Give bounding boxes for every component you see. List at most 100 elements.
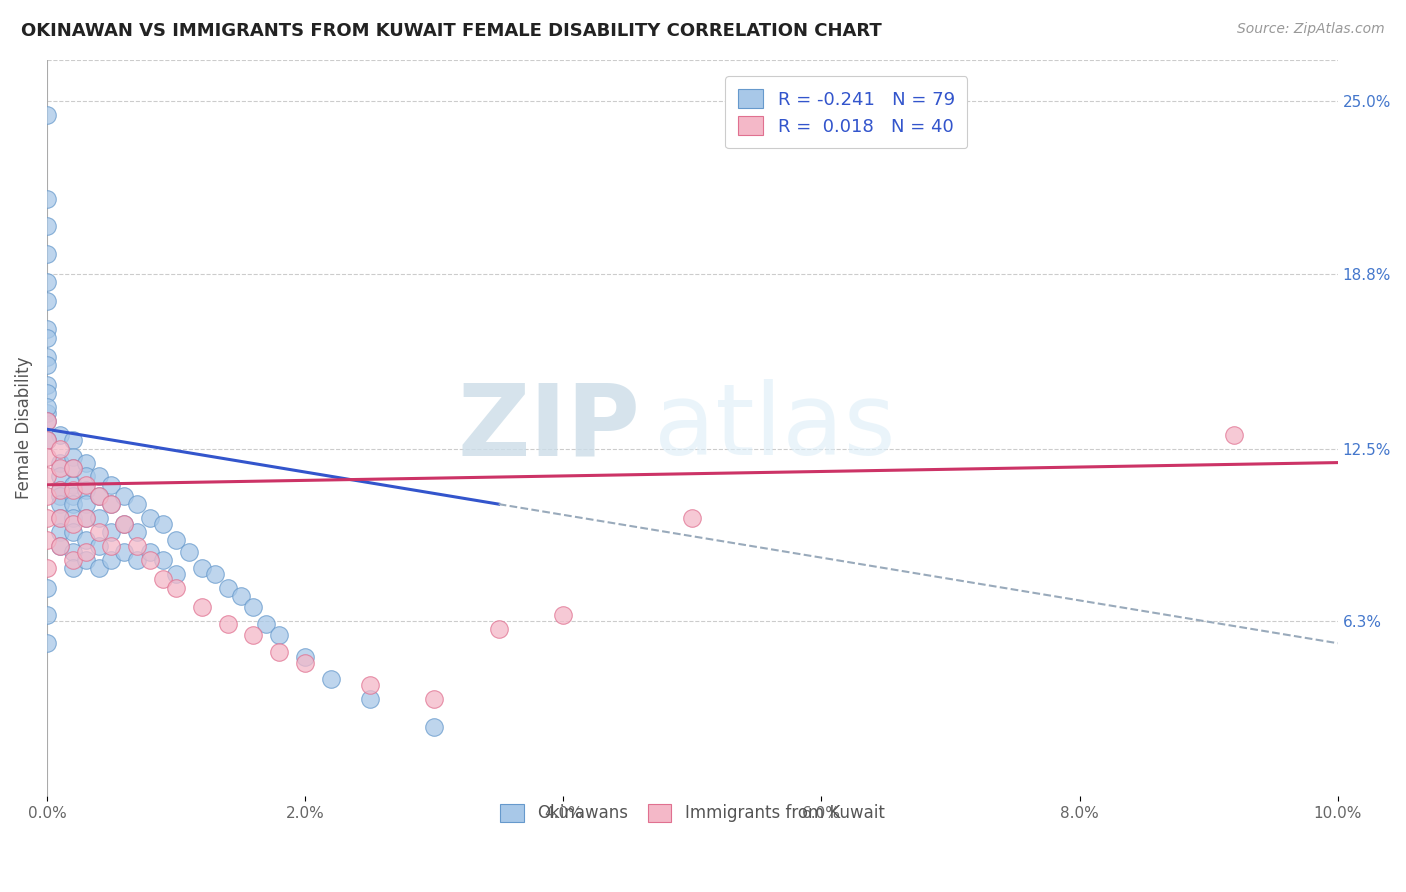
Point: [35, 350, 58, 364]
Point: [35, 533, 58, 548]
Point: [35, 330, 58, 344]
Point: [100, 497, 122, 511]
Point: [217, 581, 239, 595]
Point: [35, 581, 58, 595]
Point: [62, 561, 84, 575]
Y-axis label: Female Disability: Female Disability: [15, 357, 32, 500]
Point: [165, 533, 187, 548]
Point: [127, 497, 149, 511]
Point: [49, 442, 72, 456]
Point: [152, 572, 174, 586]
Point: [35, 322, 58, 336]
Point: [75, 478, 97, 492]
Point: [87, 561, 110, 575]
Point: [75, 483, 97, 498]
Point: [87, 524, 110, 539]
Point: [62, 553, 84, 567]
Point: [35, 636, 58, 650]
Point: [62, 544, 84, 558]
Point: [49, 511, 72, 525]
Point: [49, 456, 72, 470]
Point: [191, 600, 214, 615]
Point: [100, 553, 122, 567]
Point: [35, 450, 58, 464]
Point: [87, 511, 110, 525]
Text: OKINAWAN VS IMMIGRANTS FROM KUWAIT FEMALE DISABILITY CORRELATION CHART: OKINAWAN VS IMMIGRANTS FROM KUWAIT FEMAL…: [21, 22, 882, 40]
Text: ZIP: ZIP: [458, 379, 641, 476]
Point: [217, 616, 239, 631]
Legend: Okinawans, Immigrants from Kuwait: Okinawans, Immigrants from Kuwait: [486, 790, 898, 836]
Point: [35, 489, 58, 503]
Point: [75, 553, 97, 567]
Point: [423, 691, 446, 706]
Point: [242, 600, 264, 615]
Point: [254, 616, 277, 631]
Point: [112, 544, 135, 558]
Point: [100, 478, 122, 492]
Point: [35, 406, 58, 420]
Point: [35, 219, 58, 234]
Point: [49, 469, 72, 483]
Point: [49, 511, 72, 525]
Point: [177, 544, 200, 558]
Text: atlas: atlas: [654, 379, 896, 476]
Point: [62, 483, 84, 498]
Point: [204, 566, 226, 581]
Point: [139, 544, 162, 558]
Point: [112, 489, 135, 503]
Point: [62, 434, 84, 448]
Point: [75, 497, 97, 511]
Point: [139, 553, 162, 567]
Point: [62, 478, 84, 492]
Point: [139, 511, 162, 525]
Point: [229, 589, 252, 603]
Point: [35, 414, 58, 428]
Point: [100, 539, 122, 553]
Point: [152, 553, 174, 567]
Point: [75, 456, 97, 470]
Point: [1223, 427, 1246, 442]
Point: [294, 650, 316, 665]
Point: [553, 608, 575, 623]
Point: [49, 461, 72, 475]
Text: Source: ZipAtlas.com: Source: ZipAtlas.com: [1237, 22, 1385, 37]
Point: [35, 377, 58, 392]
Point: [75, 511, 97, 525]
Point: [49, 539, 72, 553]
Point: [112, 516, 135, 531]
Point: [319, 673, 342, 687]
Point: [35, 359, 58, 373]
Point: [49, 524, 72, 539]
Point: [62, 450, 84, 464]
Point: [165, 566, 187, 581]
Point: [294, 656, 316, 670]
Point: [242, 628, 264, 642]
Point: [87, 469, 110, 483]
Point: [87, 539, 110, 553]
Point: [62, 461, 84, 475]
Point: [127, 539, 149, 553]
Point: [100, 524, 122, 539]
Point: [359, 678, 381, 692]
Point: [35, 434, 58, 448]
Point: [423, 720, 446, 734]
Point: [75, 469, 97, 483]
Point: [87, 489, 110, 503]
Point: [62, 497, 84, 511]
Point: [49, 539, 72, 553]
Point: [35, 608, 58, 623]
Point: [488, 623, 510, 637]
Point: [75, 511, 97, 525]
Point: [62, 516, 84, 531]
Point: [75, 533, 97, 548]
Point: [35, 434, 58, 448]
Point: [35, 386, 58, 401]
Point: [49, 483, 72, 498]
Point: [35, 192, 58, 206]
Point: [127, 553, 149, 567]
Point: [35, 400, 58, 414]
Point: [359, 691, 381, 706]
Point: [35, 275, 58, 289]
Point: [35, 561, 58, 575]
Point: [35, 414, 58, 428]
